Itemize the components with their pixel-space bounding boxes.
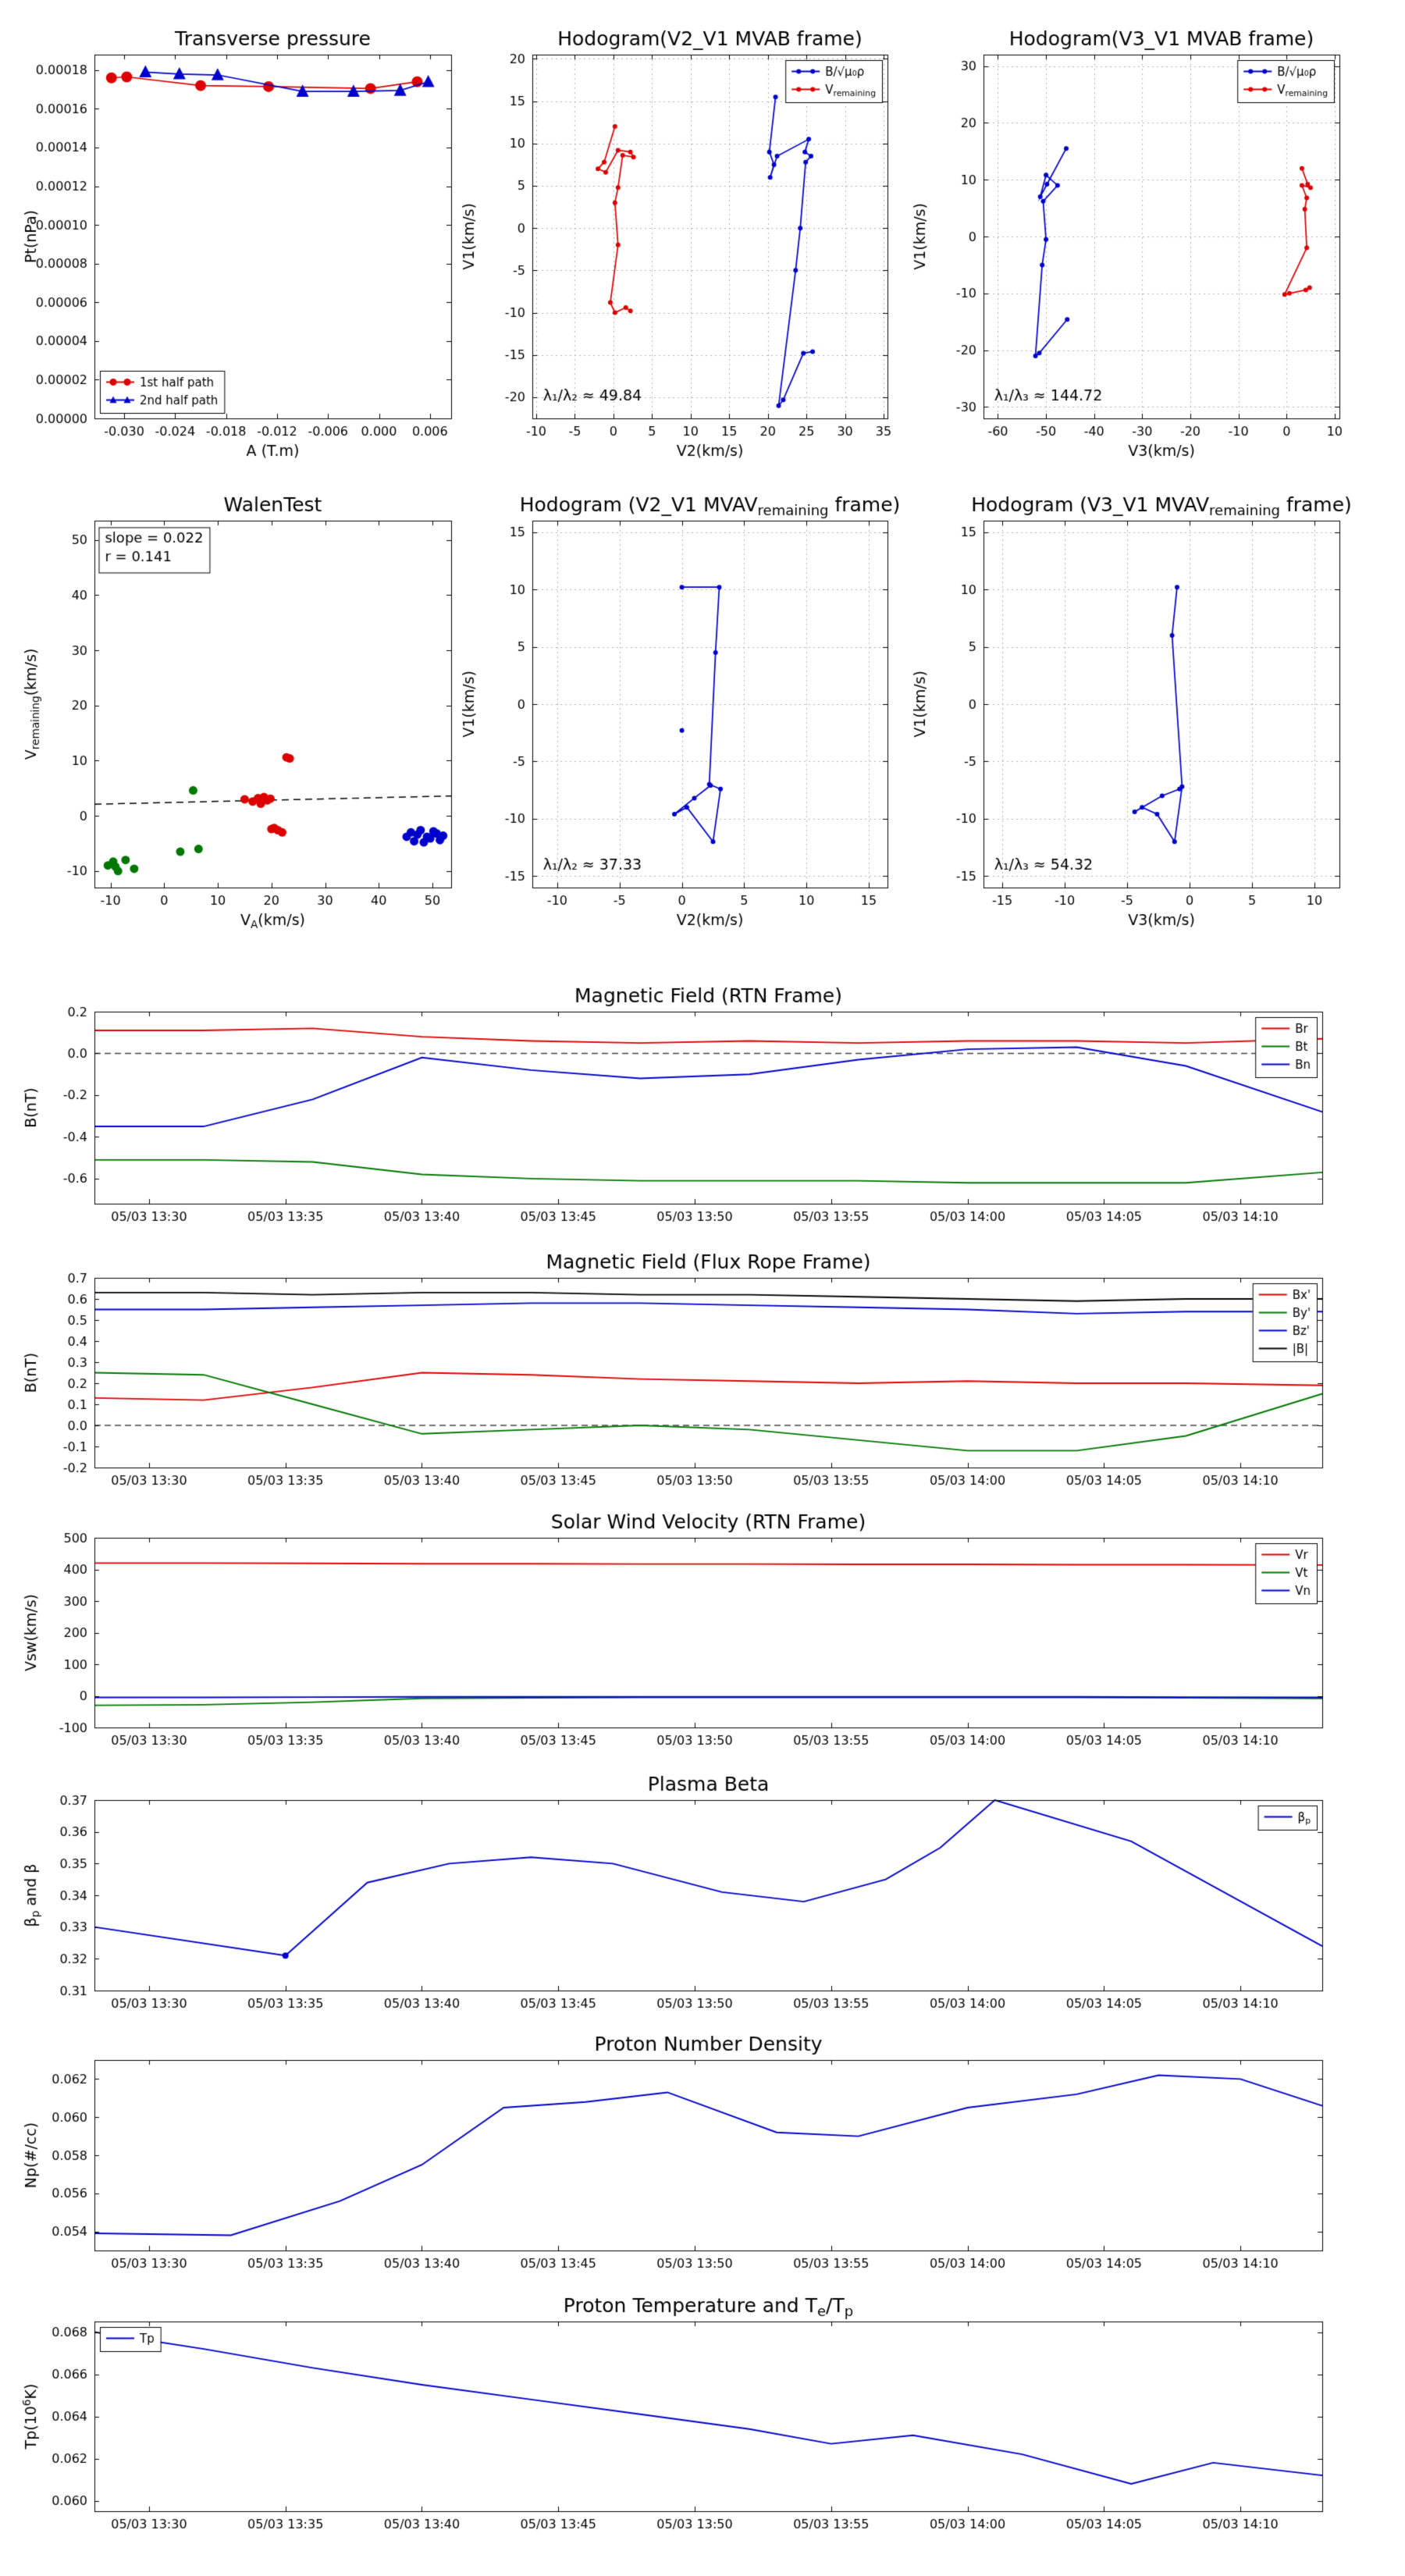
panel-walen-test bbox=[20, 488, 467, 930]
panel-solar-wind-velocity bbox=[20, 1505, 1338, 1770]
panel-proton-number-density bbox=[20, 2027, 1338, 2293]
panel-hodogram-v2-v1-mvav bbox=[458, 488, 903, 930]
panel-magnetic-field-flux-rope bbox=[20, 1245, 1338, 1510]
panel-proton-temperature bbox=[20, 2289, 1338, 2554]
proton-number-density-chart-canvas bbox=[20, 2027, 1338, 2293]
solar-wind-velocity-chart-canvas bbox=[20, 1505, 1338, 1770]
proton-temperature-chart-canvas bbox=[20, 2289, 1338, 2554]
walen-test-chart-canvas bbox=[20, 488, 467, 930]
panel-hodogram-v3-v1-mvab bbox=[909, 22, 1355, 461]
panel-hodogram-v3-v1-mvav bbox=[909, 488, 1355, 930]
magnetic-field-rtn-chart-canvas bbox=[20, 979, 1338, 1247]
transverse-pressure-chart-canvas bbox=[20, 22, 467, 461]
panel-magnetic-field-rtn bbox=[20, 979, 1338, 1247]
plasma-beta-chart-canvas bbox=[20, 1767, 1338, 2033]
hodogram-v3-v1-mvav-chart-canvas bbox=[909, 488, 1355, 930]
panel-plasma-beta bbox=[20, 1767, 1338, 2033]
hodogram-v2-v1-mvav-chart-canvas bbox=[458, 488, 903, 930]
panel-transverse-pressure bbox=[20, 22, 467, 461]
hodogram-v3-v1-mvab-chart-canvas bbox=[909, 22, 1355, 461]
hodogram-v2-v1-mvab-chart-canvas bbox=[458, 22, 903, 461]
panel-hodogram-v2-v1-mvab bbox=[458, 22, 903, 461]
magnetic-field-flux-rope-chart-canvas bbox=[20, 1245, 1338, 1510]
